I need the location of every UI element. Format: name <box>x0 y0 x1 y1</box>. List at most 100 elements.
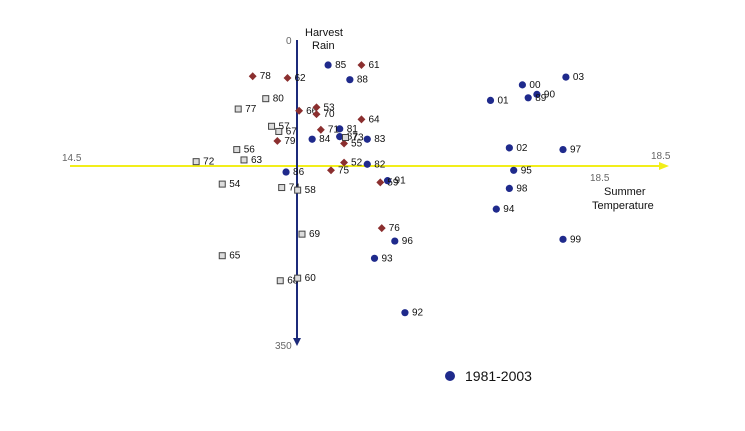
point-square-77 <box>234 105 242 113</box>
point-label-56: 56 <box>244 145 256 156</box>
point-label-95: 95 <box>521 165 533 176</box>
point-circle-99 <box>559 235 567 243</box>
point-diamond-59 <box>376 178 385 187</box>
point-label-55: 55 <box>351 139 363 150</box>
point-label-83: 83 <box>374 134 386 145</box>
point-label-94: 94 <box>503 204 515 215</box>
point-label-00: 00 <box>529 80 541 91</box>
point-square-68 <box>276 277 284 285</box>
point-label-93: 93 <box>382 253 394 264</box>
x-tick-label-left: 14.5 <box>62 153 82 164</box>
point-square-73 <box>342 134 349 142</box>
point-label-71: 71 <box>328 125 340 136</box>
x-tick-label-right: 18.5 <box>651 151 671 162</box>
point-circle-96 <box>391 237 399 245</box>
point-circle-83 <box>363 135 371 143</box>
point-label-70: 70 <box>324 109 336 120</box>
point-circle-02 <box>505 144 513 152</box>
point-circle-98 <box>505 184 513 193</box>
point-diamond-79 <box>273 136 282 145</box>
point-circle-92 <box>401 309 409 317</box>
point-diamond-78 <box>248 72 257 81</box>
point-label-53: 53 <box>324 102 336 113</box>
x-tick-label-inner: 18.5 <box>590 173 610 184</box>
point-square-54 <box>218 180 226 188</box>
point-circle-90 <box>533 90 541 98</box>
point-diamond-52 <box>340 158 349 167</box>
point-circle-93 <box>370 254 379 262</box>
point-square-57 <box>268 122 276 130</box>
point-circle-91 <box>383 177 392 185</box>
point-diamond-71 <box>316 125 325 134</box>
point-square-72 <box>192 158 200 166</box>
point-label-66: 66 <box>306 106 318 117</box>
point-label-73: 73 <box>353 133 365 144</box>
point-label-92: 92 <box>412 308 424 319</box>
y-tick-label-bottom: 350 <box>275 341 292 352</box>
point-label-64: 64 <box>368 114 380 125</box>
point-diamond-75 <box>327 166 335 175</box>
point-square-69 <box>298 230 306 238</box>
point-circle-87 <box>336 133 344 141</box>
point-circle-88 <box>346 76 354 84</box>
point-label-68: 68 <box>287 276 299 287</box>
point-diamond-55 <box>340 139 349 148</box>
point-label-59: 59 <box>387 177 399 188</box>
point-square-60 <box>294 274 302 282</box>
point-label-03: 03 <box>573 72 585 83</box>
point-label-88: 88 <box>357 75 369 86</box>
legend: 1981-2003 <box>445 368 532 384</box>
point-label-76: 76 <box>389 223 401 234</box>
point-circle-81 <box>336 125 344 133</box>
point-diamond-61 <box>357 61 366 69</box>
point-circle-84 <box>308 135 316 143</box>
point-label-84: 84 <box>319 134 331 145</box>
point-label-87: 87 <box>347 132 359 143</box>
point-label-72: 72 <box>203 157 215 168</box>
point-circle-95 <box>510 166 518 174</box>
point-square-56 <box>233 146 241 154</box>
point-square-80 <box>262 95 270 103</box>
point-label-81: 81 <box>347 124 359 135</box>
point-circle-00 <box>518 81 527 89</box>
point-label-01: 01 <box>498 95 510 106</box>
point-circle-86 <box>282 168 290 176</box>
point-label-99: 99 <box>570 234 582 245</box>
y-axis-title-line2: Rain <box>312 40 335 52</box>
point-label-52: 52 <box>351 158 363 169</box>
point-label-54: 54 <box>229 179 241 190</box>
point-label-85: 85 <box>335 60 347 71</box>
point-label-58: 58 <box>305 185 317 196</box>
point-circle-85 <box>324 61 332 69</box>
point-circle-03 <box>562 73 570 81</box>
point-circle-94 <box>492 205 500 213</box>
point-label-02: 02 <box>516 143 528 154</box>
point-square-67 <box>275 127 283 135</box>
point-label-79: 79 <box>284 136 296 147</box>
legend-marker-circle <box>445 371 455 381</box>
point-label-60: 60 <box>305 273 317 284</box>
point-circle-82 <box>363 160 371 168</box>
point-label-67: 67 <box>286 126 298 137</box>
point-label-75: 75 <box>338 165 350 176</box>
point-label-69: 69 <box>309 229 321 240</box>
x-axis-title-line2: Temperature <box>592 200 654 212</box>
point-square-65 <box>218 252 226 260</box>
point-label-97: 97 <box>570 145 582 156</box>
point-diamond-62 <box>283 74 292 82</box>
point-circle-89 <box>524 94 532 102</box>
point-label-96: 96 <box>402 236 414 247</box>
point-circle-97 <box>559 145 567 154</box>
point-label-57: 57 <box>279 121 291 132</box>
point-label-89: 89 <box>535 93 547 104</box>
point-square-58 <box>294 186 302 194</box>
point-label-62: 62 <box>295 73 307 84</box>
point-label-82: 82 <box>374 159 386 170</box>
point-label-91: 91 <box>395 176 407 187</box>
x-axis-title-line1: Summer <box>604 186 646 198</box>
legend-label: 1981-2003 <box>465 368 532 384</box>
point-label-86: 86 <box>293 167 305 178</box>
point-diamond-64 <box>357 115 366 124</box>
